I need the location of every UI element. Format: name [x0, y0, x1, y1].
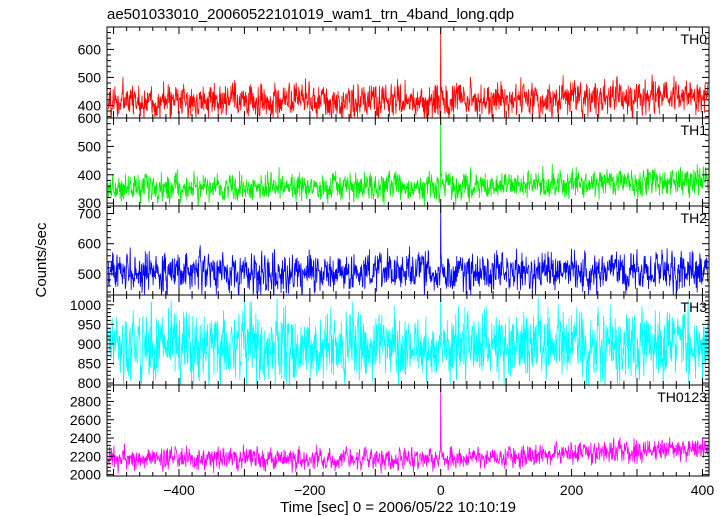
panel-th2: 500 600 700 TH2 — [78, 205, 710, 296]
x-tick-label: −400 — [163, 482, 195, 498]
y-tick-label: 500 — [78, 266, 102, 282]
y-tick-label: 1000 — [70, 297, 101, 313]
x-tick-label: 0 — [437, 482, 445, 498]
x-tick-label: 200 — [560, 482, 584, 498]
y-tick-label: 2000 — [70, 467, 101, 483]
panel-th0: 400 500 600 TH0 — [78, 26, 710, 119]
y-tick-label: 500 — [78, 69, 102, 85]
chart-title: ae501033010_20060522101019_wam1_trn_4ban… — [107, 6, 514, 23]
chart-panels: 400 500 600 TH0 300 400 500 600 TH1 500 600 700 TH2 8… — [70, 26, 715, 498]
y-tick-label: 950 — [78, 316, 102, 332]
y-tick-label: 600 — [78, 41, 102, 57]
y-tick-label: 800 — [78, 375, 102, 391]
series-th3 — [107, 295, 709, 385]
y-tick-label: 850 — [78, 355, 102, 371]
x-tick-label: −200 — [294, 482, 326, 498]
y-axis-label: Counts/sec — [33, 222, 50, 298]
y-tick-label: 600 — [78, 110, 102, 126]
y-tick-label: 2400 — [70, 430, 101, 446]
panel-frame — [106, 205, 710, 296]
y-tick-label: 700 — [78, 206, 102, 222]
y-tick-label: 400 — [78, 97, 102, 113]
panel-label: TH2 — [681, 210, 708, 226]
y-tick-label: 900 — [78, 336, 102, 352]
panel-label: TH0 — [681, 31, 708, 47]
x-axis-label: Time [sec] 0 = 2006/05/22 10:10:19 — [280, 499, 516, 516]
series-th0 — [107, 27, 709, 118]
x-tick-label: 400 — [691, 482, 715, 498]
y-tick-label: 2800 — [70, 393, 101, 409]
panel-th3: 800 850 900 950 1000 TH3 — [70, 294, 710, 391]
y-tick-label: 400 — [78, 167, 102, 183]
series-th0123 — [107, 385, 709, 474]
panel-th0123: 2000 2200 2400 2600 2800 TH0123 — [70, 384, 710, 483]
panel-th1: 300 400 500 600 TH1 — [78, 110, 710, 211]
series-th1 — [107, 118, 709, 206]
panel-label: TH0123 — [657, 389, 707, 405]
y-tick-label: 500 — [78, 138, 102, 154]
series-th2 — [107, 206, 709, 295]
y-tick-label: 2600 — [70, 412, 101, 428]
panel-label: TH3 — [681, 299, 708, 315]
panel-label: TH1 — [681, 122, 708, 138]
y-tick-label: 600 — [78, 236, 102, 252]
y-tick-label: 2200 — [70, 448, 101, 464]
y-tick-label: 300 — [78, 195, 102, 211]
